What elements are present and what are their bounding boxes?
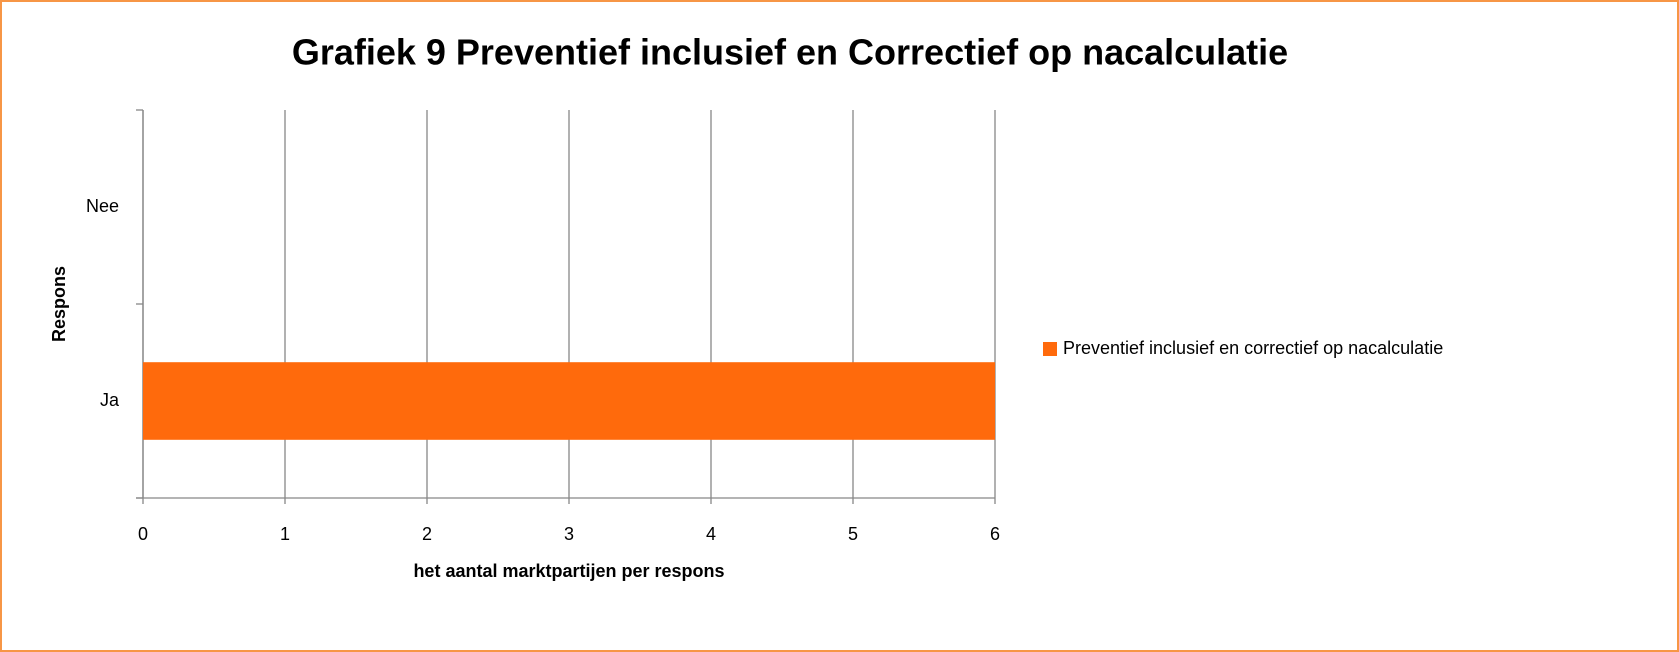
chart-title: Grafiek 9 Preventief inclusief en Correc…: [292, 32, 1288, 73]
y-axis-title: Respons: [49, 266, 69, 342]
x-tick-label: 1: [280, 524, 290, 544]
legend-swatch: [1043, 342, 1057, 356]
x-tick-label: 0: [138, 524, 148, 544]
legend-label: Preventief inclusief en correctief op na…: [1063, 338, 1443, 358]
x-tick-label: 6: [990, 524, 1000, 544]
y-tick-label: Nee: [86, 196, 119, 216]
x-tick-label: 3: [564, 524, 574, 544]
x-axis-title: het aantal marktpartijen per respons: [413, 561, 724, 581]
x-tick-label: 2: [422, 524, 432, 544]
x-tick-label: 5: [848, 524, 858, 544]
y-tick-label: Ja: [100, 390, 120, 410]
bar: [143, 362, 995, 440]
x-tick-label: 4: [706, 524, 716, 544]
